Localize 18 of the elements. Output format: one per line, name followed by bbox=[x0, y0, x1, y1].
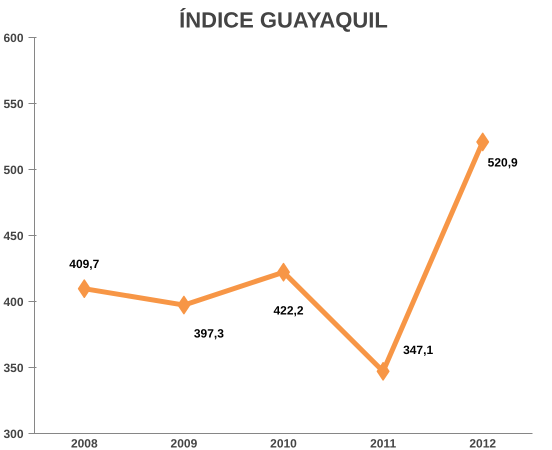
x-tick-label: 2010 bbox=[270, 436, 298, 450]
y-tick-label: 500 bbox=[3, 163, 24, 177]
data-label: 520,9 bbox=[488, 155, 518, 170]
y-tick-label: 600 bbox=[3, 31, 24, 45]
y-tick-label: 450 bbox=[3, 229, 24, 243]
data-label: 397,3 bbox=[194, 326, 224, 341]
y-tick-label: 350 bbox=[3, 361, 24, 375]
data-label: 409,7 bbox=[69, 257, 100, 272]
x-tick-label: 2008 bbox=[70, 436, 98, 450]
y-tick-label: 550 bbox=[3, 97, 24, 111]
data-label: 422,2 bbox=[273, 304, 304, 318]
y-tick-label: 400 bbox=[3, 295, 24, 309]
data-label: 347,1 bbox=[403, 342, 434, 357]
x-tick-label: 2011 bbox=[370, 436, 396, 450]
x-tick-label: 2012 bbox=[469, 436, 496, 450]
chart-title: ÍNDICE GUAYAQUIL bbox=[179, 8, 388, 32]
y-tick-label: 300 bbox=[3, 427, 24, 441]
x-tick-label: 2009 bbox=[170, 436, 198, 450]
